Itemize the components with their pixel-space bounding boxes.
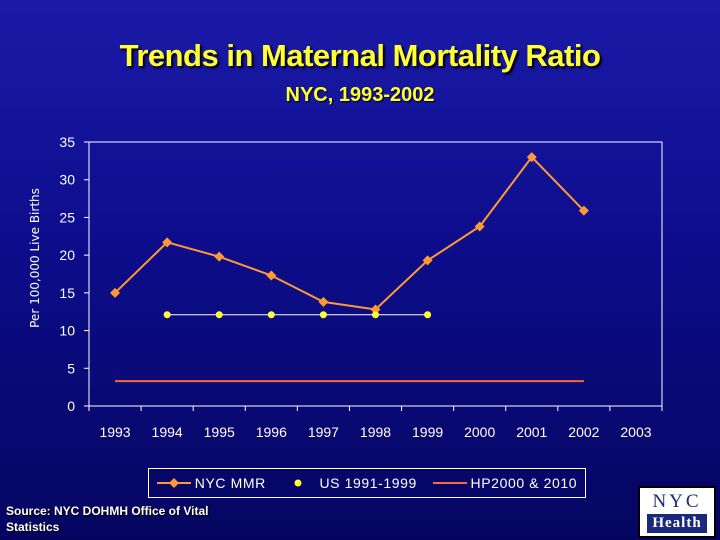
legend-label-hp: HP2000 & 2010: [470, 475, 578, 491]
nyc-health-logo: NYC Health: [638, 486, 716, 538]
y-tick-label: 20: [59, 247, 75, 263]
y-axis-label: Per 100,000 Live Births: [28, 188, 42, 328]
chart-title: Trends in Maternal Mortality Ratio: [119, 38, 601, 73]
legend-label-nyc-mmr: NYC MMR: [194, 475, 266, 491]
y-tick-label: 15: [59, 285, 75, 301]
legend-item-nyc-mmr: NYC MMR: [156, 475, 266, 491]
data-point-us-1991-1999: [372, 311, 379, 319]
logo-top-text: NYC: [652, 490, 702, 512]
legend-item-us: US 1991-1999: [281, 475, 417, 491]
data-point-nyc-mmr: [526, 152, 537, 163]
data-point-nyc-mmr: [474, 221, 485, 232]
source-line-2: Statistics: [6, 520, 60, 534]
chart-subtitle: NYC, 1993-2002: [285, 84, 435, 106]
data-point-nyc-mmr: [370, 304, 381, 315]
chart-series: [110, 152, 589, 383]
x-tick-label: 2001: [516, 424, 547, 440]
data-point-nyc-mmr: [162, 237, 173, 248]
x-tick-label: 1996: [256, 424, 287, 440]
data-point-us-1991-1999: [319, 311, 327, 319]
source-line-1: Source: NYC DOHMH Office of Vital: [6, 504, 209, 518]
x-tick-label: 1995: [204, 424, 235, 440]
data-point-nyc-mmr: [578, 205, 589, 216]
source-note: Source: NYC DOHMH Office of Vital Statis…: [6, 503, 276, 535]
series-line-nyc-mmr: [114, 155, 585, 311]
y-tick-label: 30: [59, 172, 75, 188]
y-tick-label: 35: [59, 134, 75, 150]
x-tick-label: 2002: [568, 424, 599, 440]
x-tick-label: 1997: [308, 424, 339, 440]
y-tick-label: 25: [59, 209, 75, 225]
y-tick-label: 0: [67, 398, 75, 414]
data-point-nyc-mmr: [422, 255, 433, 266]
y-tick-label: 10: [59, 323, 75, 339]
x-tick-label: 2000: [464, 424, 495, 440]
data-point-us-1991-1999: [424, 311, 432, 319]
legend-swatch-hp: [432, 482, 467, 484]
data-point-nyc-mmr: [266, 270, 277, 281]
legend-swatch-nyc-mmr: [156, 478, 191, 488]
data-point-nyc-mmr: [214, 251, 225, 262]
logo-bottom-text: Health: [647, 513, 707, 533]
data-point-us-1991-1999: [163, 311, 171, 319]
data-point-us-1991-1999: [267, 311, 275, 319]
x-tick-label: 1994: [152, 424, 183, 440]
legend-swatch-us: [294, 479, 302, 487]
chart-legend: NYC MMR US 1991-1999 HP2000 & 2010: [148, 468, 586, 498]
data-point-nyc-mmr: [110, 287, 121, 298]
legend-label-us: US 1991-1999: [319, 475, 417, 491]
data-point-us-1991-1999: [215, 311, 223, 319]
x-tick-label: 1998: [360, 424, 391, 440]
x-tick-label: 1999: [412, 424, 443, 440]
x-tick-label: 1993: [99, 424, 130, 440]
y-tick-label: 5: [67, 360, 75, 376]
plot-area: [88, 141, 663, 407]
data-point-nyc-mmr: [318, 296, 329, 307]
x-tick-label: 2003: [620, 424, 651, 440]
chart-axes: 0 5 10 15 20 25 30 35 1993 1994 1995 1996 1997 1998 19…: [59, 134, 663, 440]
legend-item-hp: HP2000 & 2010: [432, 475, 578, 491]
